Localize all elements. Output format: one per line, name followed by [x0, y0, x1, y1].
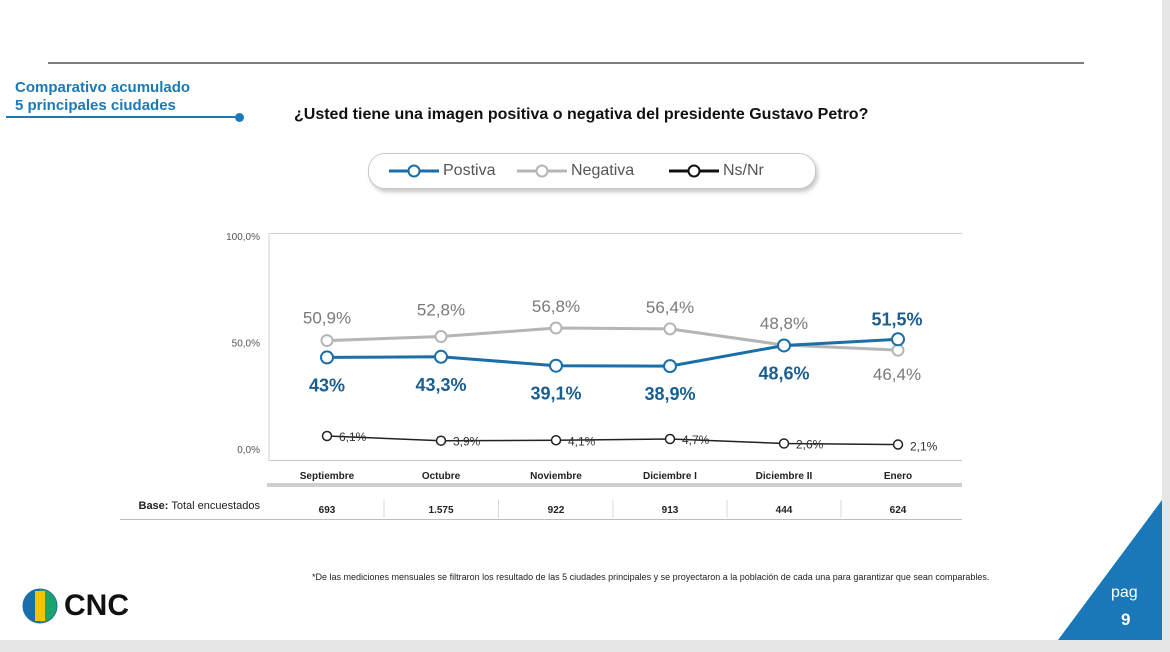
page-label: pag: [1111, 584, 1138, 601]
data-point: [892, 439, 904, 450]
data-label: 2,1%: [910, 440, 938, 454]
x-tick-label: Diciembre I: [643, 471, 697, 482]
chart-question: ¿Usted tiene una imagen positiva o negat…: [294, 106, 869, 123]
slide: Comparativo acumulado 5 principales ciud…: [0, 0, 1162, 640]
x-tick-label: Septiembre: [300, 471, 355, 482]
x-tick-label: Diciembre II: [756, 471, 813, 482]
data-label: 43%: [309, 375, 345, 395]
data-label: 3,9%: [453, 435, 481, 449]
data-point: [663, 322, 677, 336]
base-label-rest: Total encuestados: [168, 500, 260, 512]
data-label: 4,7%: [682, 433, 710, 447]
x-tick-label: Enero: [884, 471, 912, 482]
data-label: 46,4%: [873, 365, 921, 384]
data-label: 2,6%: [796, 437, 824, 451]
data-label: 6,1%: [339, 430, 367, 444]
cnc-logo-icon: [22, 588, 58, 624]
base-label-bold: Base:: [138, 500, 169, 512]
y-tick-label: 50,0%: [232, 339, 260, 350]
data-label: 43,3%: [415, 375, 466, 395]
series-line: [326, 337, 899, 368]
cnc-logo: CNC: [22, 588, 129, 624]
base-value: 1.575: [428, 505, 453, 516]
section-title-line1: Comparativo acumulado: [15, 79, 191, 96]
legend-marker-nsnr-icon: [669, 164, 719, 178]
legend-item-positiva: Postiva: [389, 154, 495, 188]
data-label: 4,1%: [568, 434, 596, 448]
data-label: 48,8%: [760, 314, 808, 333]
data-label: 50,9%: [303, 309, 351, 328]
data-point: [434, 349, 448, 364]
chart-legend: Postiva Negativa Ns/Nr: [368, 153, 816, 189]
section-title-line2: 5 principales ciudades: [15, 97, 176, 114]
section-underline: [6, 116, 238, 118]
data-point: [663, 359, 677, 374]
base-value: 624: [890, 505, 907, 516]
base-row-label: Base: Total encuestados: [60, 500, 261, 512]
data-point: [549, 321, 563, 335]
base-value: 693: [319, 505, 336, 516]
data-label: 38,9%: [644, 384, 695, 404]
data-label: 56,4%: [646, 298, 694, 317]
legend-label-nsnr: Ns/Nr: [723, 162, 764, 179]
data-label: 56,8%: [532, 297, 580, 316]
base-value: 922: [548, 505, 565, 516]
y-tick-label: 0,0%: [237, 445, 260, 456]
cnc-logo-text: CNC: [64, 589, 129, 622]
series-line: [326, 435, 899, 446]
legend-item-negativa: Negativa: [517, 154, 634, 188]
y-tick-label: 100,0%: [226, 232, 260, 243]
legend-label-negativa: Negativa: [571, 162, 635, 179]
section-title: Comparativo acumulado 5 principales ciud…: [15, 79, 190, 115]
data-point: [435, 435, 447, 446]
line-chart: 100,0% 50,0% 0,0% Septiembre Octubre Noviembr…: [120, 232, 962, 520]
x-tick-label: Octubre: [422, 471, 461, 482]
legend-marker-negativa-icon: [517, 164, 567, 178]
category-separator: [267, 483, 962, 487]
page-corner-decoration: [1058, 500, 1162, 640]
data-point: [320, 334, 334, 348]
page-number: 9: [1121, 610, 1131, 629]
data-point: [434, 330, 448, 344]
data-label: 51,5%: [871, 309, 922, 329]
base-value: 444: [776, 505, 793, 516]
data-point: [778, 438, 790, 449]
x-tick-label: Noviembre: [530, 471, 582, 482]
legend-marker-positiva-icon: [389, 164, 439, 178]
data-point: [549, 358, 563, 373]
data-point: [891, 332, 905, 347]
header-rule: [48, 62, 1084, 64]
data-point: [550, 435, 562, 446]
legend-label-positiva: Postiva: [443, 162, 496, 179]
base-value: 913: [662, 505, 679, 516]
data-point: [320, 350, 334, 365]
footnote: *De las mediciones mensuales se filtraro…: [312, 572, 990, 582]
section-dot-icon: [235, 113, 244, 122]
data-point: [777, 338, 791, 353]
data-label: 48,6%: [758, 363, 809, 383]
data-label: 52,8%: [417, 301, 465, 320]
data-label: 39,1%: [530, 384, 581, 404]
data-point: [321, 430, 333, 442]
legend-item-nsnr: Ns/Nr: [669, 154, 764, 188]
data-point: [664, 433, 676, 445]
